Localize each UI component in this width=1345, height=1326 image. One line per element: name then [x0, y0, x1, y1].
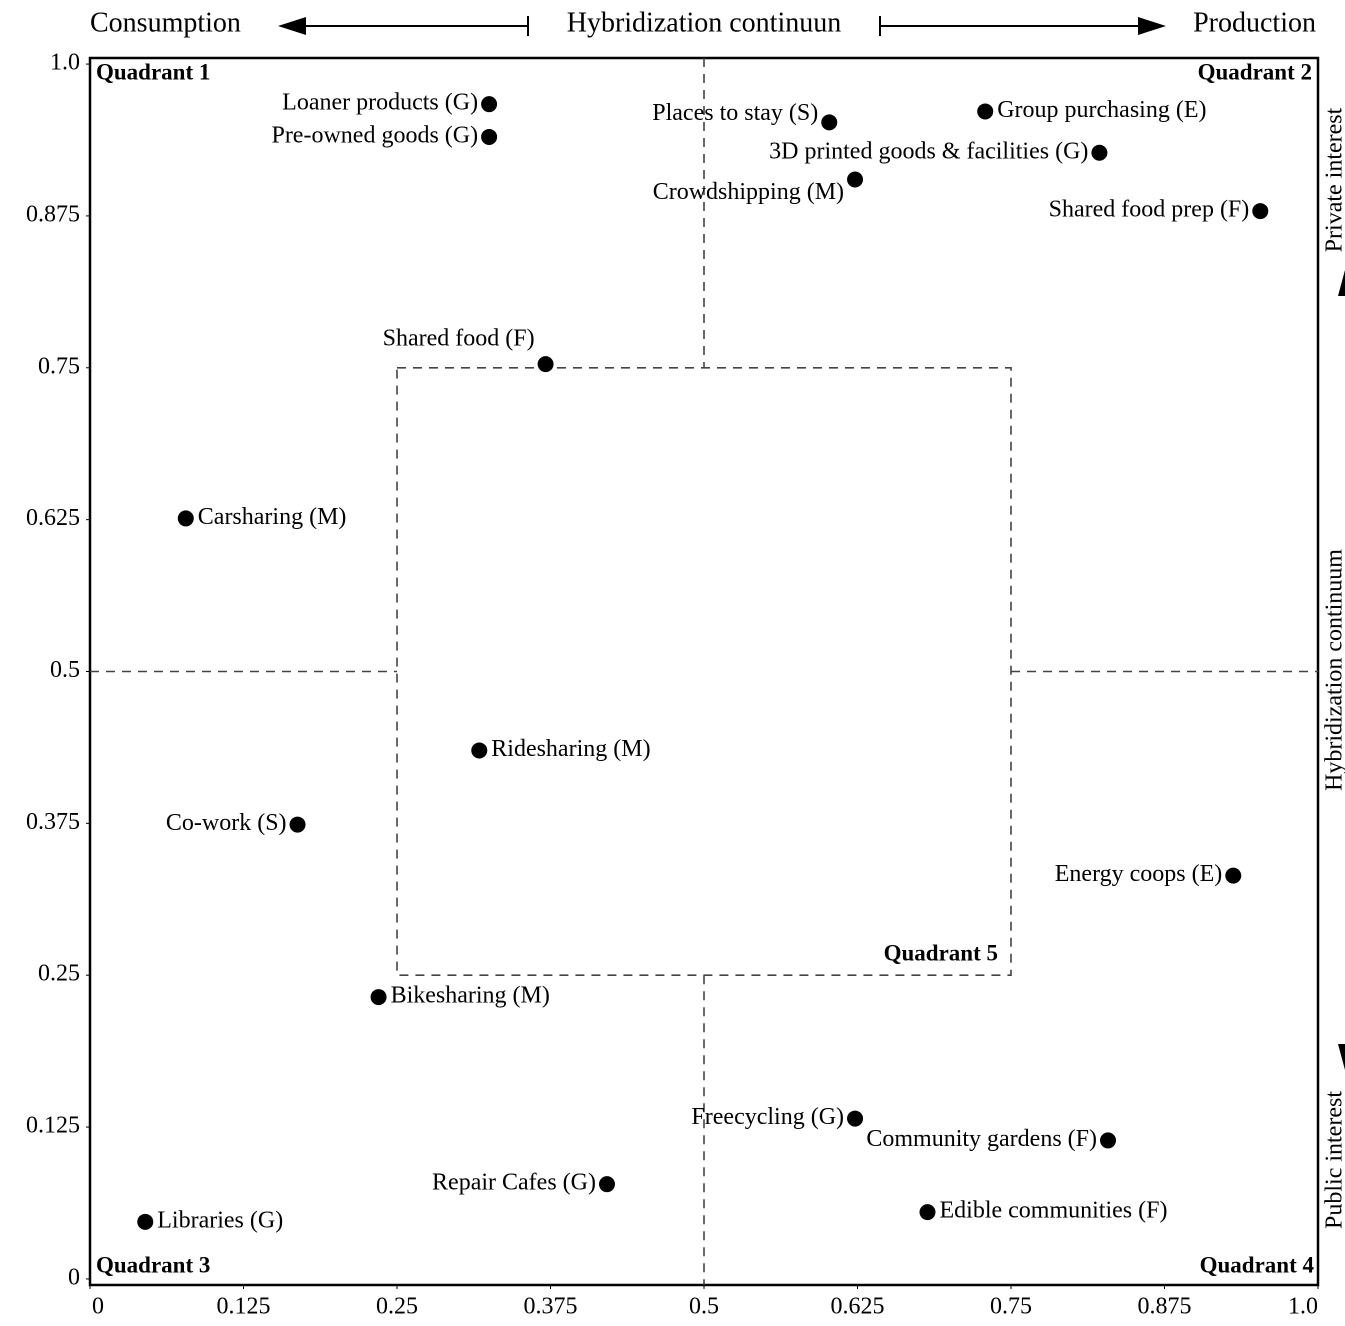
point-label: Loaner products (G)	[282, 90, 478, 116]
x-tick-label: 0.75	[990, 1294, 1032, 1320]
point-label: Carsharing (M)	[198, 504, 347, 530]
point-label: 3D printed goods & facilities (G)	[769, 138, 1088, 164]
point-label: Freecycling (G)	[691, 1104, 844, 1130]
x-tick-label: 0.25	[376, 1294, 418, 1320]
point	[471, 742, 488, 759]
private-interest-label: Private interest	[1322, 107, 1345, 252]
point-label: Energy coops (E)	[1055, 861, 1223, 887]
point-label: Bikesharing (M)	[391, 983, 550, 1009]
point	[177, 510, 194, 527]
point	[481, 128, 498, 145]
x-tick-label: 0.875	[1138, 1294, 1192, 1320]
point	[537, 356, 554, 373]
point-label: Crowdshipping (M)	[653, 179, 844, 205]
y-tick-label: 0.125	[26, 1113, 80, 1139]
point-label: Shared food (F)	[383, 326, 535, 352]
x-tick-label: 0	[92, 1294, 104, 1320]
point	[481, 96, 498, 113]
x-tick-label: 0.375	[524, 1294, 578, 1320]
point-label: Shared food prep (F)	[1049, 197, 1250, 223]
y-tick-label: 0.875	[26, 201, 80, 227]
quadrant-label: Quadrant 2	[1198, 59, 1312, 84]
quadrant-label: Quadrant 5	[884, 940, 998, 965]
point	[821, 114, 838, 131]
quadrant-label: Quadrant 4	[1200, 1252, 1315, 1277]
point	[847, 1110, 864, 1127]
production-label: Production	[1193, 7, 1316, 38]
quadrant-label: Quadrant 1	[96, 59, 210, 84]
quadrant-5-box	[396, 366, 1012, 977]
point	[1091, 144, 1108, 161]
point	[1252, 203, 1269, 220]
point	[598, 1176, 615, 1193]
y-tick-label: 0	[68, 1264, 80, 1290]
x-tick-label: 0.125	[217, 1294, 271, 1320]
point-label: Libraries (G)	[157, 1207, 283, 1233]
y-tick-label: 0.375	[26, 809, 80, 835]
x-tick-label: 1.0	[1288, 1294, 1318, 1320]
point	[919, 1204, 936, 1221]
point-label: Edible communities (F)	[939, 1198, 1167, 1224]
point	[137, 1213, 154, 1230]
point-label: Repair Cafes (G)	[432, 1170, 596, 1196]
top-arrows	[278, 16, 1166, 36]
point-label: Places to stay (S)	[652, 100, 818, 126]
x-tick-label: 0.5	[689, 1294, 719, 1320]
point	[289, 816, 306, 833]
point-label: Group purchasing (E)	[997, 97, 1206, 123]
point-label: Co-work (S)	[166, 810, 287, 836]
point-label: Community gardens (F)	[866, 1126, 1097, 1152]
point	[1100, 1132, 1117, 1149]
point-label: Pre-owned goods (G)	[271, 122, 478, 148]
quadrant-label: Quadrant 3	[96, 1252, 210, 1277]
y-tick-label: 0.75	[38, 353, 80, 379]
consumption-label: Consumption	[90, 7, 241, 38]
point	[977, 103, 994, 120]
point	[370, 989, 387, 1006]
right-axis: Public interest Hybridization continuum …	[1322, 107, 1345, 1229]
x-tick-label: 0.625	[831, 1294, 885, 1320]
y-tick-label: 0.625	[26, 505, 80, 531]
y-tick-label: 0.5	[50, 657, 80, 683]
point	[1225, 867, 1242, 884]
y-tick-label: 0.25	[38, 961, 80, 987]
point	[847, 171, 864, 188]
point-label: Ridesharing (M)	[491, 736, 650, 762]
continuum-label: Hybridization continuun	[567, 7, 842, 38]
y-tick-label: 1.0	[50, 50, 80, 76]
public-interest-label: Public interest	[1322, 1091, 1345, 1229]
vertical-continuum-label: Hybridization continuum	[1322, 549, 1345, 791]
